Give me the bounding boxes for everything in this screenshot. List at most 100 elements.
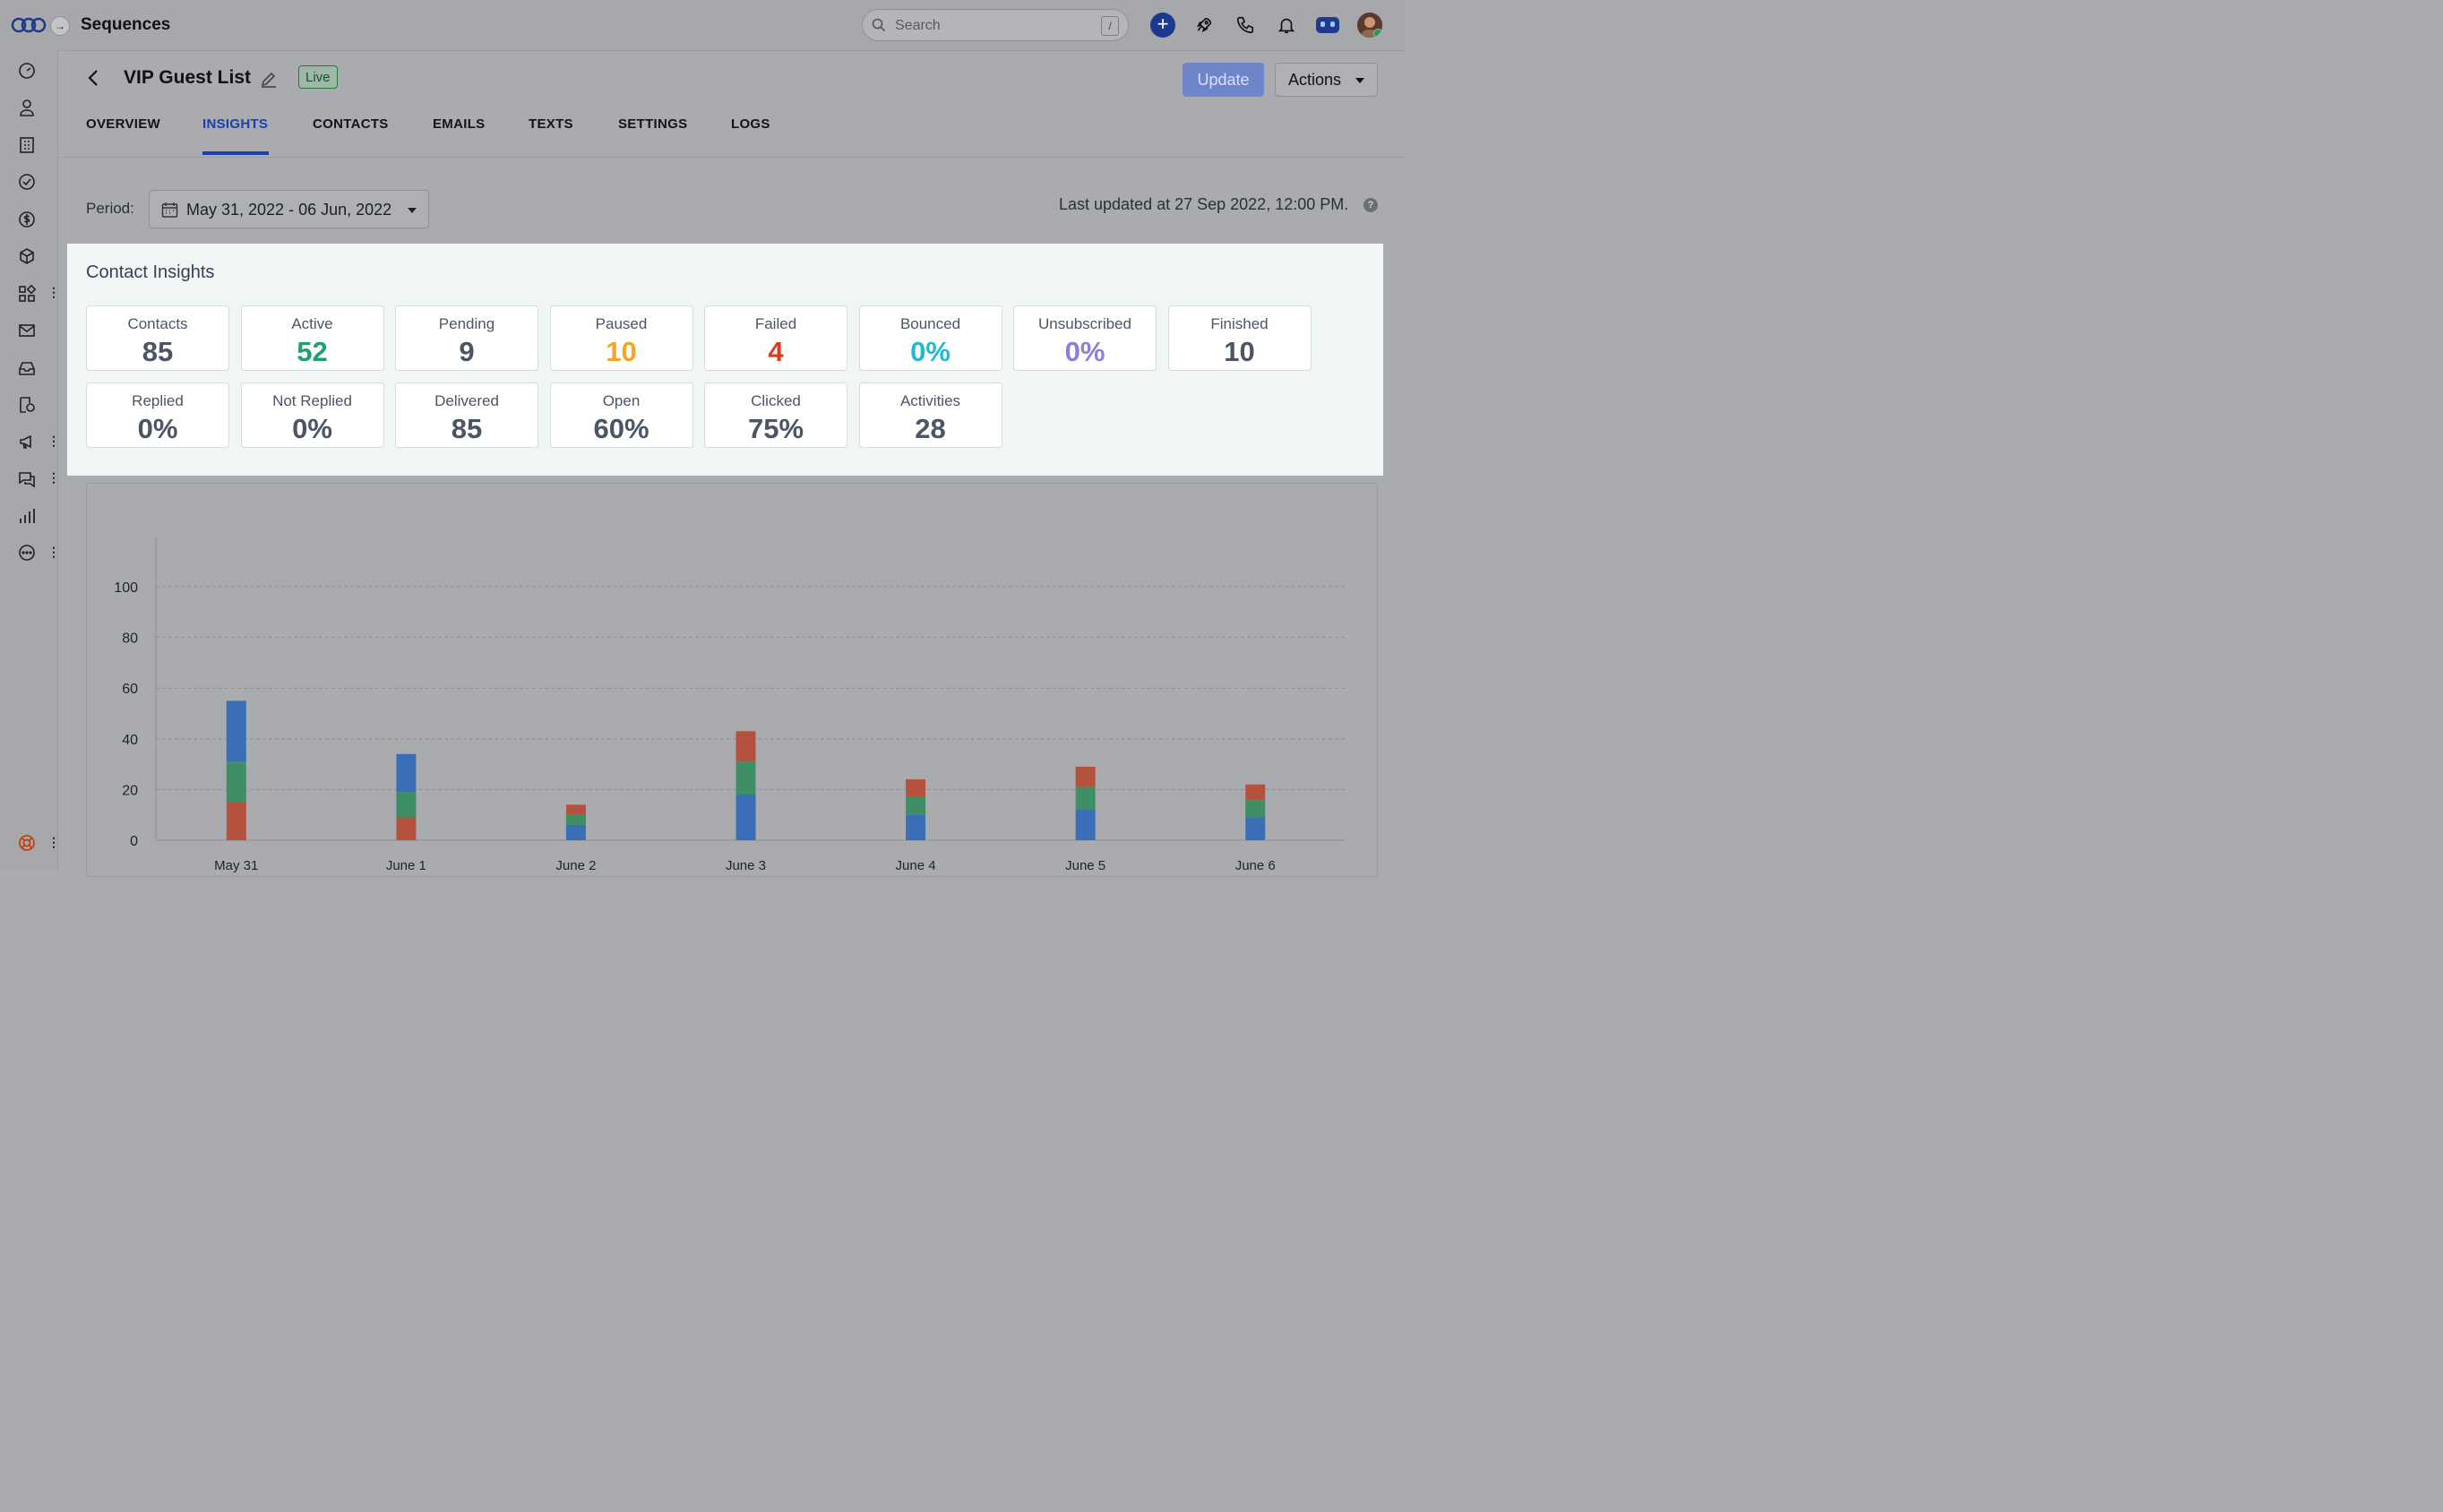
insight-label: Activities <box>899 392 961 409</box>
panel-title: Contact Insights <box>86 262 215 282</box>
insight-card-pending[interactable]: Pending 9 <box>395 305 538 371</box>
campaigns-more-icon[interactable]: ⋮ <box>47 434 60 448</box>
insight-label: Failed <box>754 315 797 332</box>
insight-label: Unsubscribed <box>1038 315 1131 332</box>
help-more-icon[interactable]: ⋮ <box>47 835 60 849</box>
bar-segment <box>906 779 926 797</box>
inbox-icon[interactable] <box>16 357 38 379</box>
sequences-icon[interactable] <box>16 394 38 416</box>
insight-card-failed[interactable]: Failed 4 <box>704 305 847 371</box>
user-avatar[interactable] <box>1357 13 1382 38</box>
more-options-icon[interactable]: ⋮ <box>47 545 60 559</box>
help-icon[interactable]: ? <box>1363 198 1378 212</box>
bar-segment <box>735 761 756 795</box>
insight-card-replied[interactable]: Replied 0% <box>86 382 229 448</box>
insight-card-bounced[interactable]: Bounced 0% <box>858 305 1002 371</box>
bar-segment <box>396 792 417 818</box>
insight-label: Not Replied <box>272 392 352 409</box>
chat-icon[interactable] <box>16 468 38 490</box>
apps-icon[interactable] <box>16 283 38 305</box>
x-tick-label: June 6 <box>1235 858 1276 873</box>
search-bar[interactable]: / <box>862 9 1129 41</box>
products-icon[interactable] <box>16 245 38 267</box>
expand-sidebar-button[interactable]: → <box>50 16 70 36</box>
app-logo-icon[interactable] <box>11 14 47 40</box>
top-bar: → Sequences / + <box>0 0 1405 51</box>
bar-segment <box>565 814 586 826</box>
bar-segment <box>226 802 246 840</box>
insight-card-delivered[interactable]: Delivered 85 <box>395 382 538 448</box>
search-input[interactable] <box>893 15 1076 37</box>
insight-value: 85 <box>142 336 174 367</box>
bar-segment <box>226 761 246 803</box>
insight-value: 0% <box>910 336 951 367</box>
bar-segment <box>906 814 926 840</box>
sequence-title: VIP Guest List <box>124 67 251 88</box>
bar-segment <box>1245 799 1266 818</box>
actions-label: Actions <box>1288 70 1342 89</box>
campaigns-icon[interactable] <box>16 431 38 452</box>
bar-segment <box>396 817 417 840</box>
companies-icon[interactable] <box>16 134 38 156</box>
stacked-bar-chart: 0 20 40 60 80 100 May 31 June 1 June 2 June 3 June… <box>114 537 1345 873</box>
insight-card-contacts[interactable]: Contacts 85 <box>86 305 229 371</box>
bell-icon[interactable] <box>1274 13 1299 38</box>
x-tick-label: June 1 <box>386 858 426 873</box>
more-icon[interactable] <box>16 542 38 563</box>
insight-card-finished[interactable]: Finished 10 <box>1167 305 1312 371</box>
insight-card-activities[interactable]: Activities 28 <box>858 382 1002 448</box>
insight-label: Contacts <box>127 315 188 332</box>
insight-value: 4 <box>768 336 784 367</box>
insight-label: Replied <box>132 392 184 409</box>
tab-overview[interactable]: OVERVIEW <box>86 116 160 132</box>
x-tick-label: June 4 <box>896 858 936 873</box>
chart-panel: 0 20 40 60 80 100 May 31 June 1 June 2 June 3 June… <box>86 483 1378 877</box>
chevron-down-icon <box>1355 78 1364 83</box>
tab-texts[interactable]: TEXTS <box>529 116 573 132</box>
actions-dropdown-button[interactable]: Actions <box>1275 63 1378 97</box>
y-tick-label: 20 <box>122 783 138 798</box>
insight-value: 85 <box>451 413 483 444</box>
active-tab-indicator <box>202 151 269 155</box>
insight-card-open[interactable]: Open 60% <box>549 382 693 448</box>
rocket-icon[interactable] <box>1191 13 1217 38</box>
period-picker[interactable]: May 31, 2022 - 06 Jun, 2022 <box>149 190 429 228</box>
deals-icon[interactable] <box>16 209 38 230</box>
tab-settings[interactable]: SETTINGS <box>618 116 688 132</box>
x-tick-label: May 31 <box>214 858 258 873</box>
bar-segment <box>735 731 756 762</box>
phone-icon[interactable] <box>1233 13 1258 38</box>
tab-contacts[interactable]: CONTACTS <box>313 116 389 132</box>
insight-card-not-replied[interactable]: Not Replied 0% <box>240 382 384 448</box>
status-badge: Live <box>298 65 338 89</box>
bar-segment <box>226 700 246 762</box>
email-icon[interactable] <box>16 320 38 341</box>
tasks-icon[interactable] <box>16 171 38 193</box>
add-button[interactable]: + <box>1150 13 1175 38</box>
tab-logs[interactable]: LOGS <box>731 116 770 132</box>
insight-card-clicked[interactable]: Clicked 75% <box>704 382 847 448</box>
bar-segment <box>396 753 417 793</box>
contacts-icon[interactable] <box>16 97 38 118</box>
bot-icon[interactable] <box>1315 13 1340 38</box>
edit-title-icon[interactable] <box>260 70 278 92</box>
bar-segment <box>1075 786 1096 811</box>
help-center-icon[interactable] <box>16 832 38 854</box>
insight-card-active[interactable]: Active 52 <box>240 305 384 371</box>
insight-card-unsubscribed[interactable]: Unsubscribed 0% <box>1013 305 1157 371</box>
insight-card-paused[interactable]: Paused 10 <box>549 305 693 371</box>
tab-emails[interactable]: EMAILS <box>433 116 486 132</box>
period-label: Period: <box>86 200 134 217</box>
apps-more-icon[interactable]: ⋮ <box>47 285 60 299</box>
insight-label: Delivered <box>434 392 499 409</box>
insight-label: Pending <box>438 315 495 332</box>
tab-insights[interactable]: INSIGHTS <box>202 116 269 132</box>
update-button[interactable]: Update <box>1183 63 1264 97</box>
dashboard-icon[interactable] <box>16 60 38 82</box>
back-button[interactable] <box>84 68 104 92</box>
insight-label: Active <box>291 315 333 332</box>
insight-label: Bounced <box>899 315 961 332</box>
reports-icon[interactable] <box>16 505 38 527</box>
tabs-divider <box>57 157 1405 158</box>
chat-more-icon[interactable]: ⋮ <box>47 470 60 485</box>
